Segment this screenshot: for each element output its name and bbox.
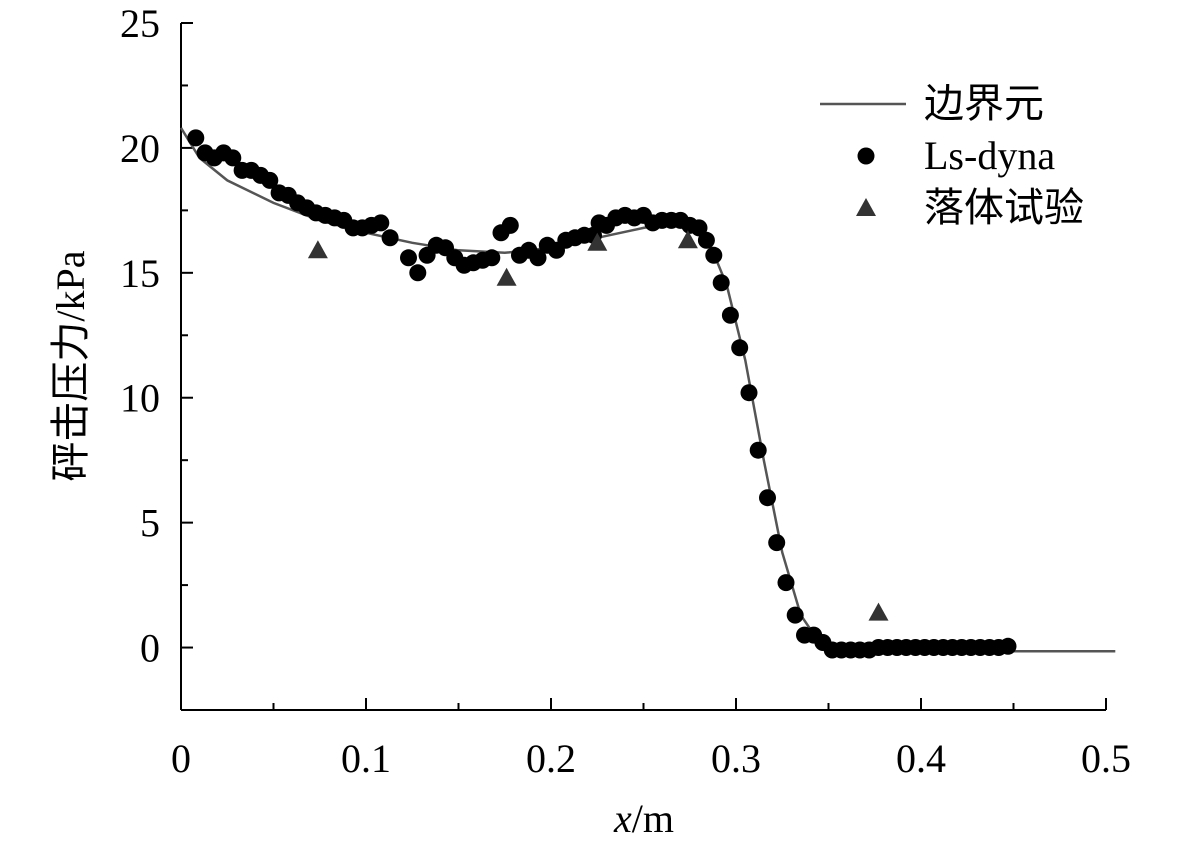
ls-dyna-point: [187, 129, 205, 147]
ls-dyna-point: [261, 171, 279, 189]
ls-dyna-point: [749, 441, 767, 459]
x-axis-title-italic: x: [613, 796, 632, 841]
y-tick-label: 25: [120, 1, 160, 46]
legend-label-drop-test: 落体试验: [924, 185, 1084, 230]
drop-test-point: [868, 602, 889, 621]
x-axis-title-unit: /m: [632, 796, 674, 841]
x-tick-label: 0.5: [1081, 736, 1131, 781]
x-tick-label: 0.1: [341, 736, 391, 781]
x-tick-label: 0.3: [711, 736, 761, 781]
drop-test-point: [587, 232, 608, 251]
ls-dyna-point: [400, 249, 417, 267]
ls-dyna-point: [483, 249, 501, 267]
ls-dyna-point: [712, 274, 730, 292]
ls-dyna-point: [759, 489, 776, 507]
ls-dyna-point: [786, 606, 804, 624]
legend: 边界元 Ls-dyna 落体试验: [820, 81, 1084, 230]
ls-dyna-point: [409, 264, 427, 282]
ls-dyna-point: [999, 637, 1017, 655]
legend-label-ls-dyna: Ls-dyna: [924, 133, 1055, 178]
x-tick-label: 0.4: [896, 736, 946, 781]
ls-dyna-point: [721, 306, 739, 324]
drop-test-point: [677, 230, 698, 249]
ls-dyna-point: [768, 534, 786, 552]
ls-dyna-point: [731, 339, 749, 357]
ls-dyna-point: [705, 246, 723, 264]
legend-circle-symbol: [857, 147, 875, 165]
ls-dyna-point: [740, 384, 758, 402]
x-tick-label: 0: [171, 736, 191, 781]
y-axis-title: 砰击压力/kPa: [48, 250, 93, 481]
ls-dyna-point: [501, 216, 519, 234]
y-tick-label: 10: [120, 376, 160, 421]
ticks: 0 0.1 0.2 0.3 0.4 0.5 0 5 10 15 20 25: [120, 1, 1131, 781]
ls-dyna-point: [697, 231, 715, 249]
ls-dyna-point: [690, 219, 708, 237]
x-axis-title: x/m: [613, 796, 674, 841]
ls-dyna-point: [372, 214, 390, 232]
ls-dyna-point: [381, 229, 399, 247]
y-tick-label: 5: [140, 501, 160, 546]
ls-dyna-point: [224, 149, 242, 167]
y-tick-label: 15: [120, 251, 160, 296]
legend-triangle-symbol: [856, 198, 876, 216]
legend-label-boundary-element: 边界元: [924, 81, 1044, 126]
ls-dyna-point: [777, 574, 795, 592]
x-tick-label: 0.2: [526, 736, 576, 781]
y-tick-label: 20: [120, 126, 160, 171]
axes: [180, 23, 1106, 711]
drop-test-point: [496, 267, 517, 286]
ls-dyna-point: [529, 249, 547, 267]
y-tick-label: 0: [140, 626, 160, 671]
plot-area: [179, 127, 1116, 659]
drop-test-point: [307, 240, 328, 259]
